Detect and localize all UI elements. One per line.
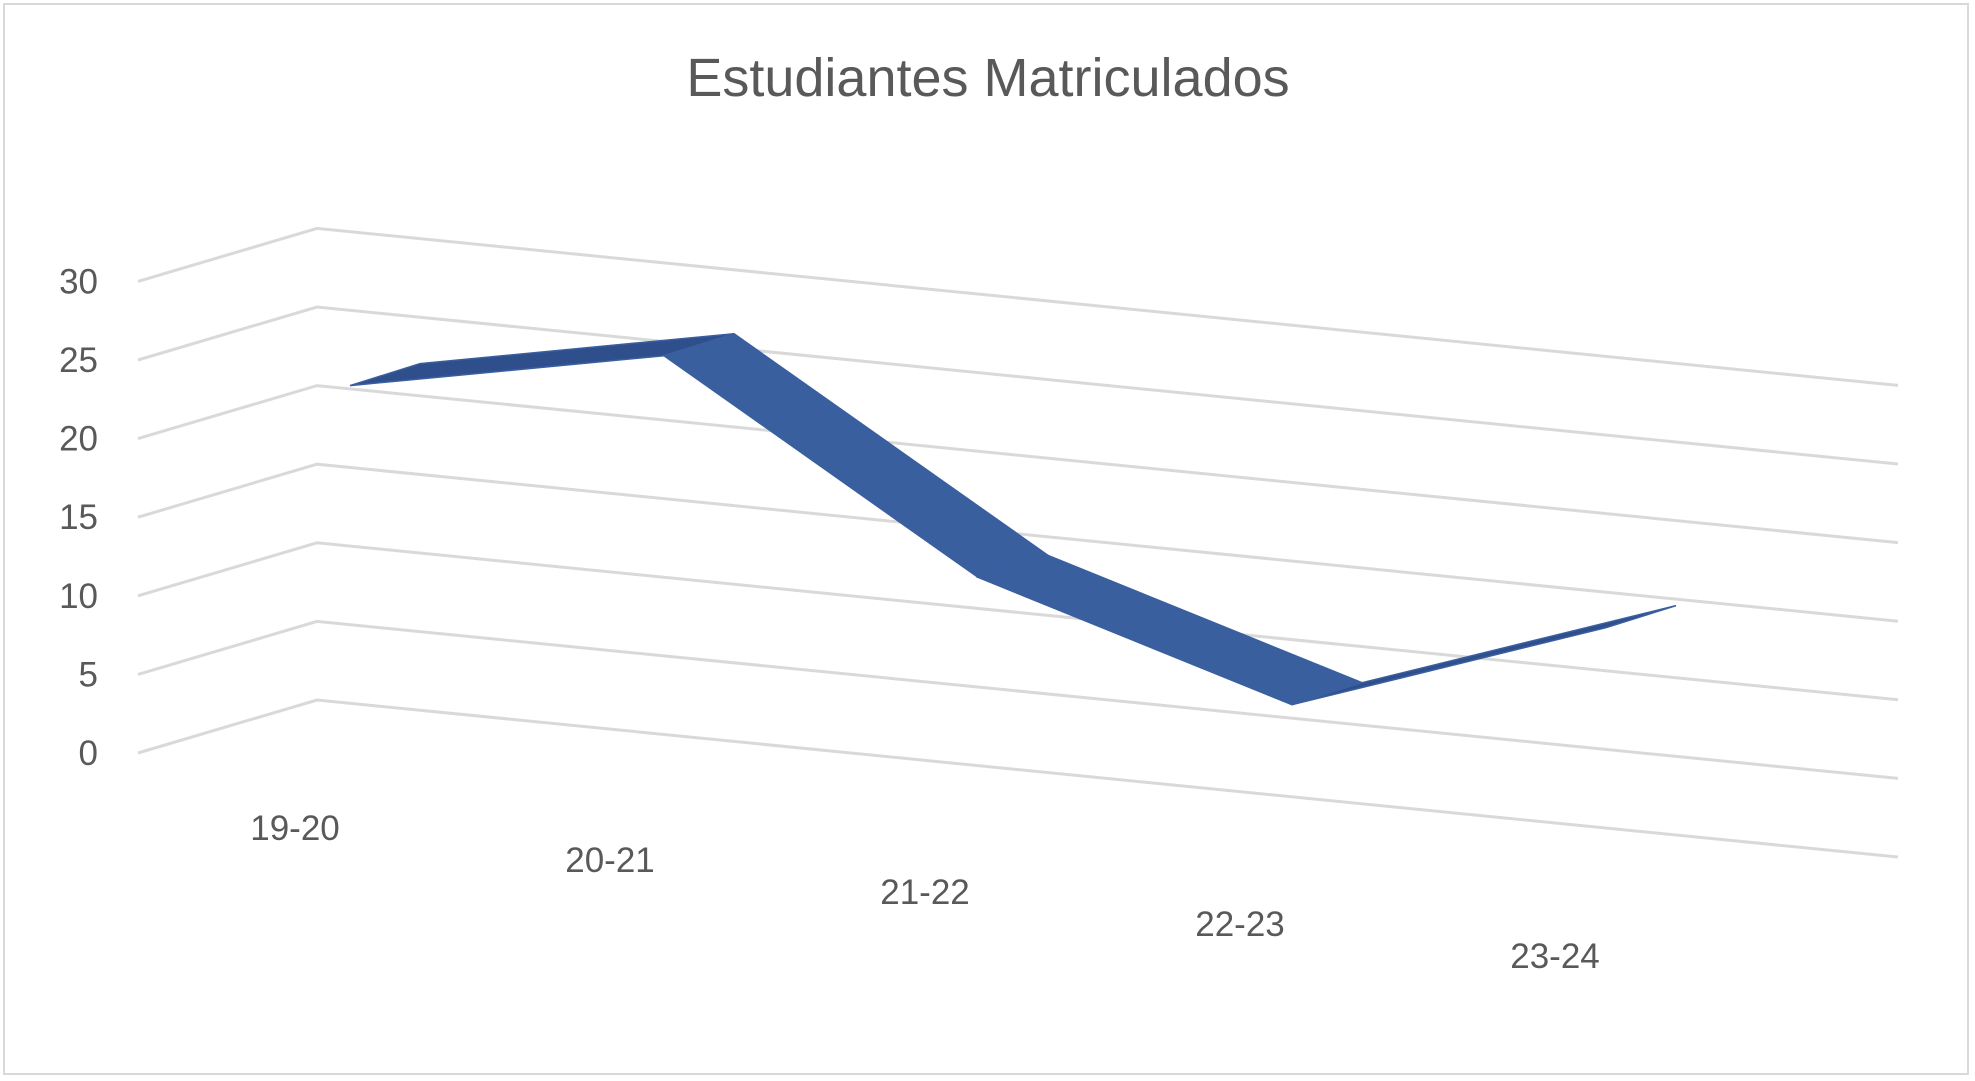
gridline (137, 384, 1899, 545)
y-tick-label: 20 (59, 420, 98, 459)
series-segment (975, 554, 1365, 706)
gridline (137, 305, 1899, 466)
gridline (137, 619, 1899, 780)
gridlines (137, 226, 1899, 859)
y-axis: 0 5 10 15 20 25 30 (59, 262, 98, 773)
x-tick-label: 23-24 (1510, 937, 1600, 976)
y-tick-label: 25 (59, 341, 98, 380)
gridline (137, 541, 1899, 702)
gridline (137, 226, 1899, 387)
x-axis: 19-20 20-21 21-22 22-23 23-24 (250, 809, 1600, 976)
series-segment (662, 332, 1050, 579)
x-tick-label: 21-22 (880, 873, 970, 912)
y-tick-label: 10 (59, 577, 98, 616)
x-tick-label: 19-20 (250, 809, 340, 848)
chart-title: Estudiantes Matriculados (686, 48, 1290, 108)
gridline (137, 462, 1899, 623)
y-tick-label: 0 (79, 734, 98, 773)
x-tick-label: 22-23 (1195, 905, 1285, 944)
x-tick-label: 20-21 (565, 841, 655, 880)
series-segment (1291, 604, 1677, 706)
series-ribbon (349, 332, 1677, 706)
gridline (137, 698, 1899, 859)
y-tick-label: 5 (79, 655, 98, 694)
y-tick-label: 30 (59, 262, 98, 301)
y-tick-label: 15 (59, 498, 98, 537)
